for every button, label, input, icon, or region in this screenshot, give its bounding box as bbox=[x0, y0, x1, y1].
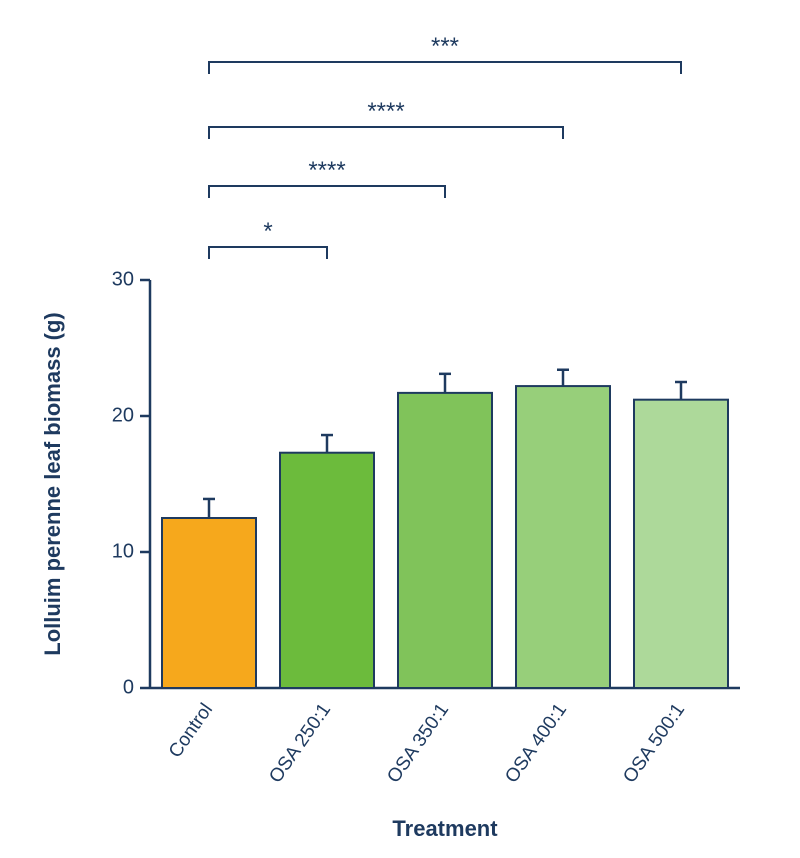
bar bbox=[634, 400, 728, 688]
significance-label: **** bbox=[308, 157, 345, 184]
y-tick-label: 30 bbox=[112, 268, 134, 290]
y-axis-label: Lolluim perenne leaf biomass (g) bbox=[40, 312, 65, 656]
bar bbox=[516, 386, 610, 688]
x-axis-label: Treatment bbox=[392, 816, 498, 841]
y-tick-label: 0 bbox=[123, 676, 134, 698]
bar-chart: 0102030 ControlOSA 250:1OSA 350:1OSA 400… bbox=[0, 0, 800, 858]
bar bbox=[398, 393, 492, 688]
bar bbox=[162, 518, 256, 688]
significance-label: **** bbox=[367, 98, 404, 125]
bar bbox=[280, 453, 374, 688]
significance-label: *** bbox=[431, 33, 459, 60]
significance-label: * bbox=[263, 218, 272, 245]
y-tick-label: 20 bbox=[112, 404, 134, 426]
y-tick-label: 10 bbox=[112, 540, 134, 562]
